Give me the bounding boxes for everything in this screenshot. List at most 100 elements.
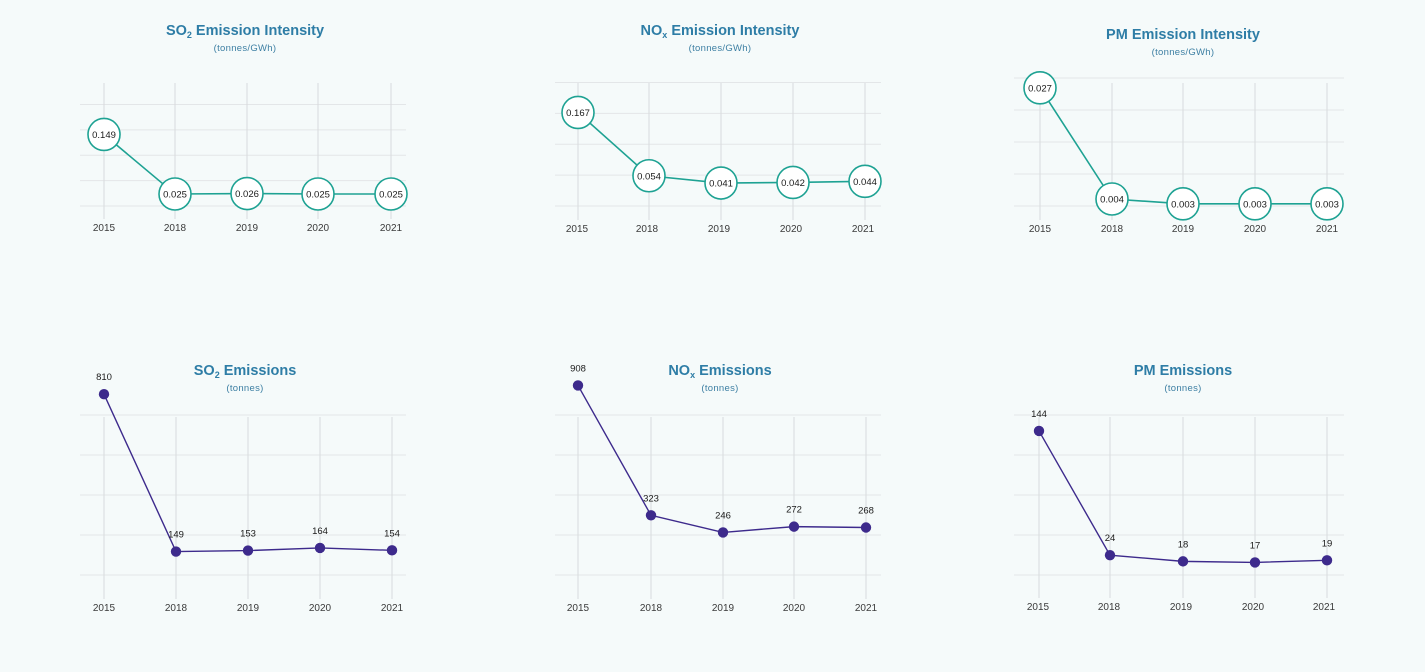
x-tick-label: 2020 [307,223,330,234]
chart-subtitle: (tonnes/GWh) [213,43,277,54]
data-point [386,545,398,556]
x-tick-label: 2015 [567,603,590,614]
data-label: 0.149 [92,130,116,141]
data-point [860,522,872,533]
chart-pm-intensity: PM Emission Intensity (tonnes/GWh) 0.027… [998,18,1368,258]
data-point [717,527,729,538]
x-tick-label: 2015 [1027,602,1050,613]
data-point [374,177,408,211]
plot-area: 810 149 153 164 154 2015 2018 2019 2020 2021 [80,372,406,614]
data-label: 272 [786,505,802,516]
data-point [98,389,110,400]
x-tick-label: 2018 [1101,224,1124,235]
x-tick-label: 2020 [1244,224,1267,235]
data-point [87,117,121,152]
data-label: 0.041 [709,179,733,190]
chart-subtitle: (tonnes/GWh) [1151,47,1215,58]
x-tick-label: 2019 [712,603,735,614]
x-tick-label: 2021 [855,603,878,614]
data-label: 268 [858,506,874,517]
data-point [1249,557,1261,568]
plot-area: 0.167 0.054 0.041 0.042 0.044 2015 2018 2019 202… [555,81,882,235]
data-label: 24 [1105,533,1116,544]
chart-so2-emissions: SO2 Emissions (tonnes) 810 149 153 164 154 20… [60,355,430,625]
data-point [632,158,666,193]
x-tick-label: 2015 [1029,224,1052,235]
x-tick-label: 2021 [380,223,403,234]
data-point [230,176,264,211]
plot-area: 908 323 246 272 268 2015 2018 2019 2020 2021 [555,363,881,614]
data-label: 0.025 [306,190,330,201]
chart-title: SO2 Emissions [193,363,297,380]
data-label: 810 [96,372,112,383]
data-label: 0.025 [163,190,187,201]
chart-subtitle: (tonnes) [701,383,739,394]
data-point [1310,187,1344,221]
data-label: 323 [643,493,659,504]
data-label: 0.042 [781,178,805,189]
chart-pm-emissions: PM Emissions (tonnes) 144 24 18 17 19 2015 201… [998,355,1368,625]
data-point [1023,71,1057,105]
data-point [1177,556,1189,567]
x-tick-label: 2018 [165,603,188,614]
data-point [1095,182,1129,216]
x-tick-label: 2015 [93,223,116,234]
data-label: 164 [312,526,328,537]
plot-area: 0.027 0.004 0.003 0.003 0.003 2015 2018 2019 202… [1014,71,1344,235]
x-tick-label: 2019 [708,224,731,235]
plot-area: 0.149 0.025 0.026 0.025 0.025 2015 2018 2019 202… [80,83,408,234]
data-label: 908 [570,363,586,374]
data-point [848,164,882,199]
data-point [242,545,254,556]
data-label: 19 [1322,538,1333,549]
data-point [645,510,657,521]
data-point [1321,555,1333,566]
x-tick-label: 2021 [1316,224,1339,235]
data-point [1033,425,1045,437]
data-label: 0.003 [1315,199,1339,210]
data-label: 17 [1250,540,1261,551]
data-point [1166,187,1200,221]
data-point [158,177,192,211]
data-label: 0.025 [379,190,403,201]
data-point [776,165,810,200]
chart-nox-emissions: NOx Emissions (tonnes) 908 323 246 272 268 20… [535,355,905,625]
data-label: 246 [715,510,731,521]
x-tick-label: 2021 [852,224,875,235]
data-point [561,95,595,130]
x-tick-label: 2020 [1242,602,1265,613]
x-tick-label: 2019 [1170,602,1193,613]
x-tick-label: 2018 [640,603,663,614]
x-tick-label: 2021 [1313,602,1336,613]
chart-subtitle: (tonnes/GWh) [688,43,752,54]
data-label: 153 [240,529,256,540]
chart-so2-intensity: SO2 Emission Intensity (tonnes/GWh) 0.14… [60,18,430,258]
data-label: 0.026 [235,189,259,200]
x-tick-label: 2018 [164,223,187,234]
chart-title: PM Emissions [1133,363,1233,379]
data-label: 144 [1031,409,1047,420]
data-point [314,542,326,554]
chart-title: PM Emission Intensity [1106,27,1260,43]
data-label: 149 [168,530,184,541]
x-tick-label: 2020 [309,603,332,614]
data-point [170,546,182,557]
data-point [788,521,800,532]
data-point [301,177,335,211]
x-tick-label: 2020 [783,603,806,614]
data-label: 0.003 [1243,199,1267,210]
chart-title: SO2 Emission Intensity [165,23,325,40]
data-label: 0.027 [1028,83,1052,94]
x-tick-label: 2021 [381,603,404,614]
data-label: 0.167 [566,108,590,119]
plot-area: 144 24 18 17 19 2015 2018 2019 2020 2021 [1014,409,1344,613]
data-label: 154 [384,528,400,539]
data-point [704,166,738,200]
data-label: 0.004 [1100,195,1124,206]
x-tick-label: 2019 [236,223,259,234]
x-tick-label: 2018 [636,224,659,235]
data-point [1104,549,1116,561]
data-point [572,380,584,391]
data-label: 0.003 [1171,199,1195,210]
